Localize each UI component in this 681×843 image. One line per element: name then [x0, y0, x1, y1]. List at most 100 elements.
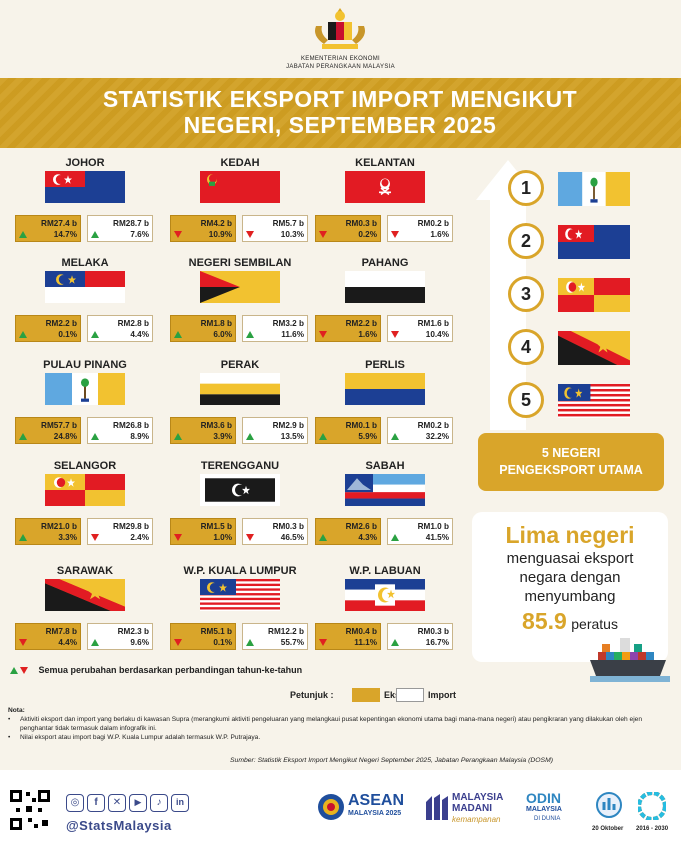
madani-line-1: MALAYSIA — [452, 792, 504, 803]
facebook-icon[interactable]: f — [87, 794, 105, 812]
sdg-label: 2016 - 2030 — [636, 826, 669, 832]
arrow-down-icon — [19, 639, 27, 646]
summary-percent-word: peratus — [571, 616, 618, 632]
state-card: PULAU PINANG RM57.7 b 24.8% RM26.8 b 8.9% — [15, 359, 155, 454]
export-change: 1.6% — [358, 330, 377, 339]
arrow-down-icon — [246, 231, 254, 238]
import-change: 9.6% — [130, 638, 149, 647]
note-item-2: Nilai eksport atau import bagi W.P. Kual… — [20, 734, 261, 741]
import-change: 16.7% — [425, 638, 449, 647]
rank-badge: 4 — [508, 329, 544, 365]
import-change: 13.5% — [280, 432, 304, 441]
state-flag-icon — [345, 474, 425, 506]
export-change: 24.8% — [53, 432, 77, 441]
state-card: KELANTAN RM0.3 b 0.2% RM0.2 b 1.6% — [315, 157, 455, 252]
asean-logo-icon — [318, 794, 344, 820]
state-name: SARAWAK — [56, 565, 114, 577]
import-change: 55.7% — [280, 638, 304, 647]
tiktok-icon[interactable]: ♪ — [150, 794, 168, 812]
madani-logo-icon — [426, 794, 448, 820]
arrow-down-icon — [319, 231, 327, 238]
social-handle[interactable]: @StatsMalaysia — [66, 818, 172, 833]
linkedin-icon[interactable]: in — [171, 794, 189, 812]
arrow-up-icon — [319, 433, 327, 440]
state-card: KEDAH RM4.2 b 10.9% RM5.7 b 10.3% — [170, 157, 310, 252]
arrow-down-icon — [391, 231, 399, 238]
state-card: PAHANG RM2.2 b 1.6% RM1.6 b 10.4% — [315, 257, 455, 352]
arrow-down-icon — [246, 534, 254, 541]
state-card: PERLIS RM0.1 b 5.9% RM0.2 b 32.2% — [315, 359, 455, 454]
import-value: RM3.2 b — [272, 319, 304, 328]
import-change: 4.4% — [130, 330, 149, 339]
madani-line-3: kemampanan — [452, 815, 501, 824]
import-value-box: RM5.7 b 10.3% — [242, 215, 308, 242]
arrow-up-icon — [19, 331, 27, 338]
import-change: 41.5% — [425, 533, 449, 542]
export-value-box: RM2.2 b 0.1% — [15, 315, 81, 342]
export-value: RM4.2 b — [200, 219, 232, 228]
import-value-box: RM26.8 b 8.9% — [87, 417, 153, 444]
state-flag-icon — [45, 474, 125, 506]
import-value-box: RM1.0 b 41.5% — [387, 518, 453, 545]
arrow-up-icon — [246, 331, 254, 338]
export-value: RM0.3 b — [345, 219, 377, 228]
qr-code-icon[interactable] — [8, 788, 52, 832]
arrow-up-icon — [19, 433, 27, 440]
notes: Nota: • Aktiviti eksport dan import yang … — [8, 706, 673, 742]
export-value-box: RM3.6 b 3.9% — [170, 417, 236, 444]
import-value-box: RM12.2 b 55.7% — [242, 623, 308, 650]
change-legend-text: Semua perubahan berdasarkan perbandingan… — [38, 665, 303, 675]
import-value-box: RM3.2 b 11.6% — [242, 315, 308, 342]
state-name: KELANTAN — [355, 157, 415, 169]
export-change: 0.1% — [213, 638, 232, 647]
state-flag-icon — [45, 373, 125, 405]
asean-label: ASEAN — [348, 792, 405, 809]
export-value-box: RM27.4 b 14.7% — [15, 215, 81, 242]
summary-box: Lima negeri menguasai eksport negara den… — [472, 512, 668, 662]
arrow-up-icon — [174, 433, 182, 440]
state-name: SABAH — [365, 460, 405, 472]
export-value: RM2.2 b — [45, 319, 77, 328]
import-value-box: RM0.3 b 16.7% — [387, 623, 453, 650]
export-value: RM0.4 b — [345, 627, 377, 636]
import-change: 7.6% — [130, 230, 149, 239]
coat-of-arms-icon — [315, 8, 365, 49]
export-change: 3.9% — [213, 432, 232, 441]
arrow-up-icon — [391, 534, 399, 541]
import-value: RM1.6 b — [417, 319, 449, 328]
export-value-box: RM7.8 b 4.4% — [15, 623, 81, 650]
state-flag-icon — [200, 171, 280, 203]
state-card: NEGERI SEMBILAN RM1.8 b 6.0% RM3.2 b 11.6% — [170, 257, 310, 352]
state-card: JOHOR RM27.4 b 14.7% RM28.7 b 7.6% — [15, 157, 155, 252]
export-change: 4.4% — [58, 638, 77, 647]
export-value-box: RM21.0 b 3.3% — [15, 518, 81, 545]
state-name: NEGERI SEMBILAN — [188, 257, 292, 269]
state-flag-icon — [345, 271, 425, 303]
import-change: 2.4% — [130, 533, 149, 542]
youtube-icon[interactable]: ▶ — [129, 794, 147, 812]
rank-badge: 5 — [508, 382, 544, 418]
arrow-down-icon — [391, 331, 399, 338]
import-value-box: RM28.7 b 7.6% — [87, 215, 153, 242]
instagram-icon[interactable]: ◎ — [66, 794, 84, 812]
x-icon[interactable]: ✕ — [108, 794, 126, 812]
odin-rank: DI DUNIA — [534, 816, 561, 822]
export-change: 11.1% — [354, 638, 377, 647]
state-flag-icon — [200, 271, 280, 303]
import-swatch — [396, 688, 424, 702]
state-name: KEDAH — [220, 157, 260, 169]
state-flag-icon — [345, 579, 425, 611]
arrow-up-icon — [91, 639, 99, 646]
title-band — [0, 78, 681, 148]
arrow-up-icon — [174, 331, 182, 338]
top5-flag-icon — [558, 225, 630, 259]
title-line-1: STATISTIK EKSPORT IMPORT MENGIKUT — [102, 86, 578, 112]
import-change: 32.2% — [425, 432, 449, 441]
state-name: W.P. KUALA LUMPUR — [183, 565, 297, 577]
export-value-box: RM0.4 b 11.1% — [315, 623, 381, 650]
cargo-ship-icon — [590, 638, 670, 682]
arrow-down-icon — [174, 534, 182, 541]
arrow-down-icon — [20, 667, 28, 674]
rank-badge: 1 — [508, 170, 544, 206]
import-value: RM0.2 b — [417, 421, 449, 430]
